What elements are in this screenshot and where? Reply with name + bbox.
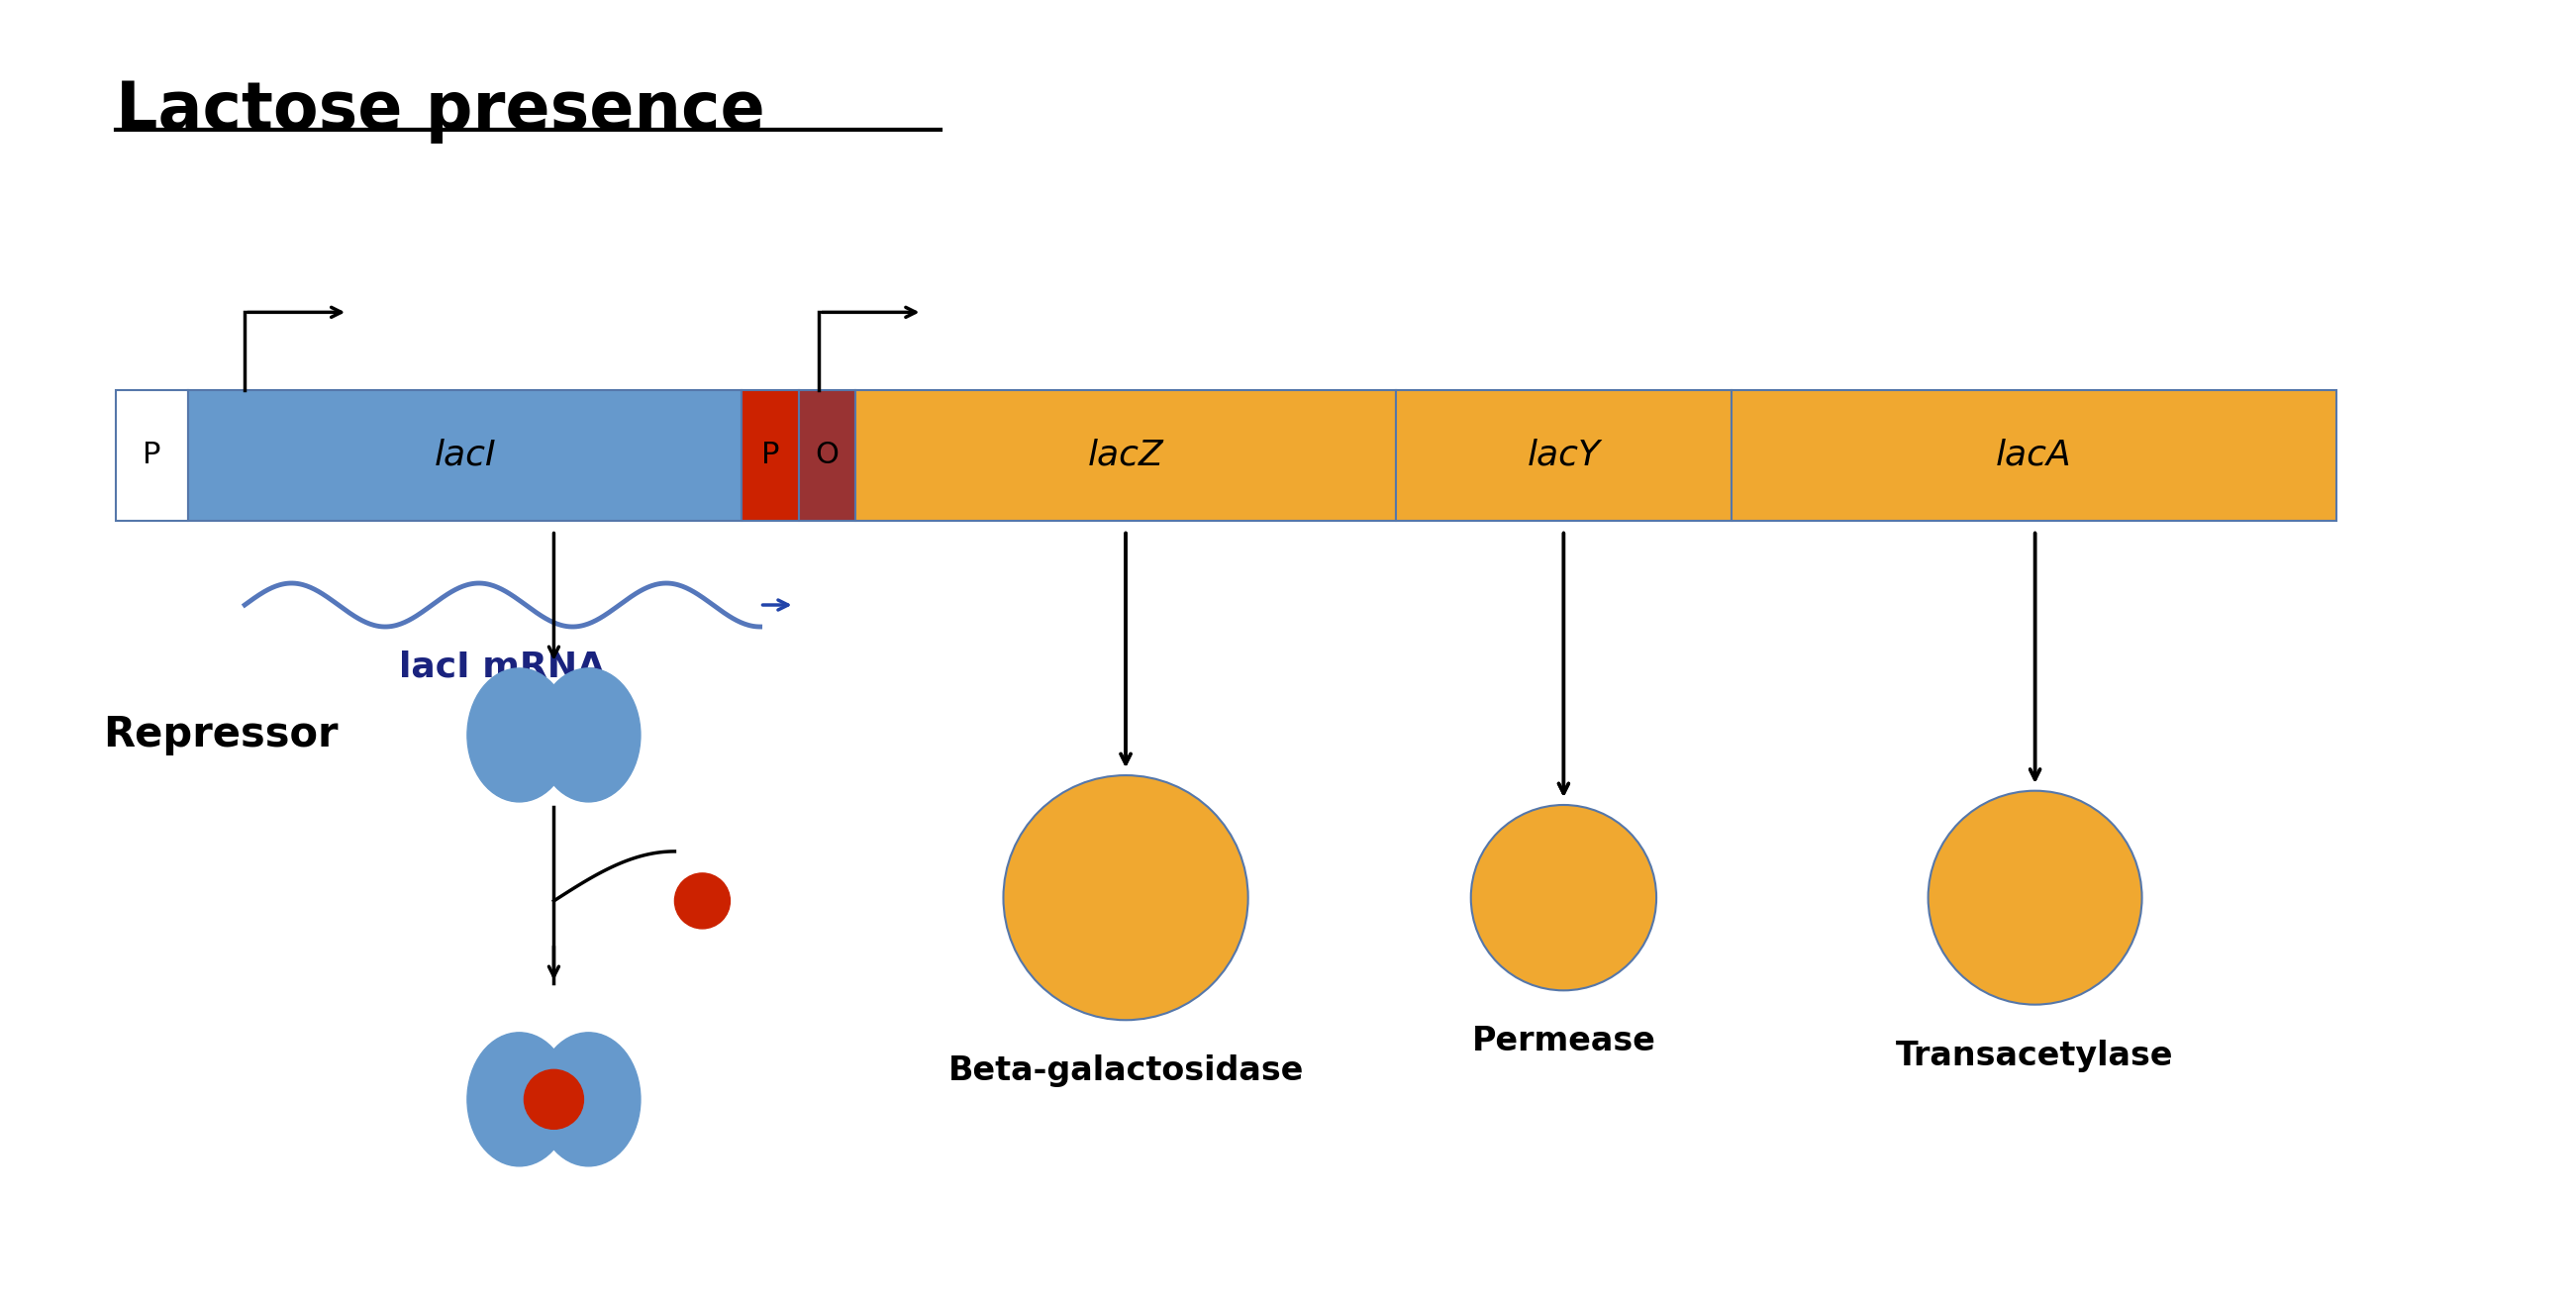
Circle shape [1927, 791, 2143, 1004]
Text: lacI: lacI [433, 438, 497, 472]
Text: P: P [760, 441, 781, 470]
Text: Transacetylase: Transacetylase [1896, 1039, 2174, 1072]
Text: Beta-galactosidase: Beta-galactosidase [948, 1055, 1303, 1088]
Circle shape [1005, 775, 1249, 1020]
Text: lacZ: lacZ [1087, 438, 1164, 472]
Ellipse shape [466, 669, 572, 801]
Text: Repressor: Repressor [103, 714, 337, 756]
Text: lacA: lacA [1996, 438, 2071, 472]
Text: Lactose presence: Lactose presence [116, 78, 765, 143]
Ellipse shape [536, 1033, 641, 1166]
Text: P: P [142, 441, 162, 470]
Ellipse shape [466, 1033, 572, 1166]
Bar [799, 390, 855, 520]
Text: lacY: lacY [1528, 438, 1600, 472]
Circle shape [1471, 805, 1656, 990]
Text: O: O [814, 441, 840, 470]
Circle shape [523, 1069, 585, 1129]
Ellipse shape [536, 669, 641, 801]
Bar [855, 390, 1396, 520]
Bar [116, 390, 188, 520]
Text: lacI mRNA: lacI mRNA [399, 649, 605, 683]
Bar [1731, 390, 2336, 520]
Text: Permease: Permease [1471, 1025, 1656, 1058]
Circle shape [675, 873, 729, 929]
Bar [742, 390, 799, 520]
Bar [188, 390, 742, 520]
Bar [1396, 390, 1731, 520]
